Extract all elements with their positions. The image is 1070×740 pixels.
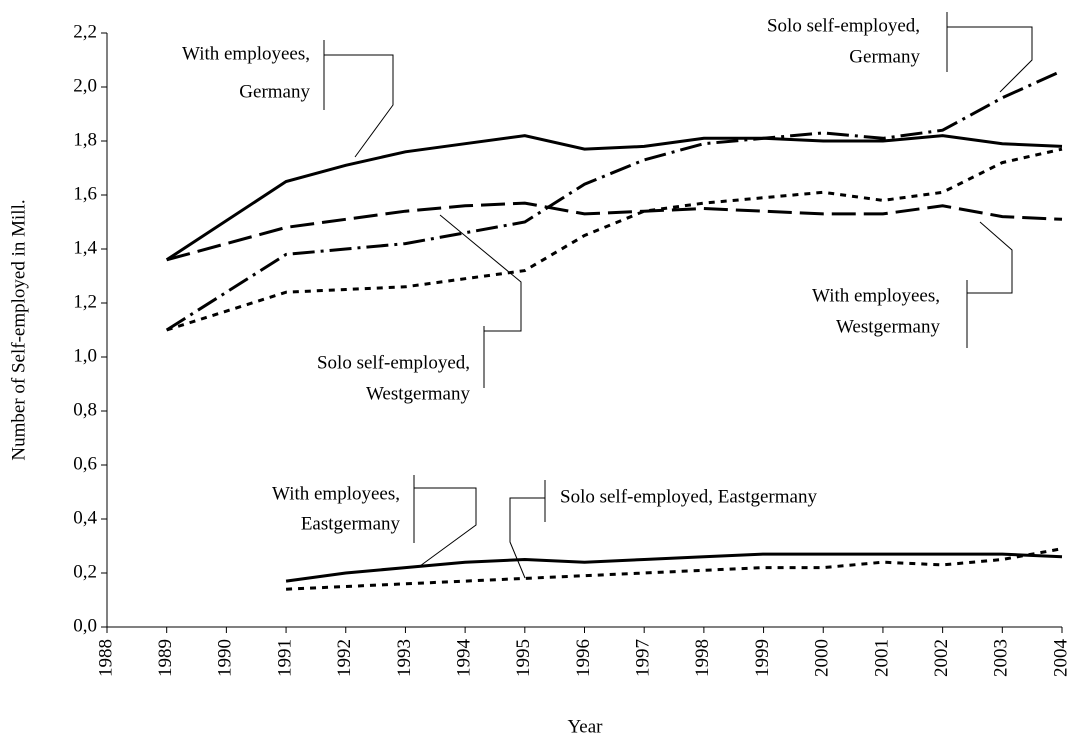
series-label: Westgermany — [366, 383, 470, 404]
y-tick-label: 0,8 — [73, 399, 97, 420]
x-tick-label: 1997 — [633, 639, 654, 677]
label-leader — [967, 221, 1013, 294]
series-label: With employees, — [182, 43, 310, 64]
x-tick-label: 1991 — [274, 639, 295, 677]
x-tick-label: 1994 — [453, 639, 474, 678]
x-tick-label: 1999 — [752, 639, 773, 677]
y-tick-label: 0,4 — [73, 507, 97, 528]
label-leader — [509, 497, 545, 579]
x-tick-label: 1992 — [334, 639, 355, 677]
x-tick-label: 1990 — [215, 639, 236, 677]
x-tick-label: 2000 — [812, 639, 833, 677]
series-label: Solo self-employed, — [767, 15, 920, 36]
series-label: With employees, — [812, 285, 940, 306]
x-tick-label: 1993 — [394, 639, 415, 677]
x-tick-label: 1988 — [95, 639, 116, 677]
series-line — [285, 552, 1063, 583]
y-tick-label: 0,2 — [73, 561, 97, 582]
y-tick-label: 1,2 — [73, 291, 97, 312]
y-tick-label: 1,6 — [73, 183, 97, 204]
y-tick-label: 2,2 — [73, 21, 97, 42]
series-label: Westgermany — [836, 316, 940, 337]
label-leader — [324, 54, 394, 158]
x-tick-label: 2003 — [991, 639, 1012, 677]
series-label: Germany — [849, 46, 920, 67]
series-line — [285, 547, 1063, 591]
y-tick-label: 0,6 — [73, 453, 97, 474]
x-tick-label: 1996 — [573, 639, 594, 677]
series-line — [165, 134, 1063, 262]
series-label: Solo self-employed, — [317, 352, 470, 373]
x-tick-label: 2004 — [1050, 639, 1070, 678]
series-label: Germany — [239, 81, 310, 102]
series-label: Eastgermany — [301, 513, 401, 534]
x-tick-label: 1989 — [155, 639, 176, 677]
x-axis-title: Year — [567, 716, 603, 737]
series-line — [166, 201, 1063, 262]
y-axis-title: Number of Self-employed in Mill. — [8, 199, 29, 460]
y-tick-label: 1,4 — [73, 237, 97, 258]
y-tick-label: 1,0 — [73, 345, 97, 366]
label-leader — [947, 26, 1033, 93]
y-tick-label: 2,0 — [73, 75, 97, 96]
label-leader — [414, 487, 477, 567]
y-tick-label: 1,8 — [73, 129, 97, 150]
label-leader — [439, 214, 522, 332]
y-tick-label: 0,0 — [73, 615, 97, 636]
x-tick-label: 1998 — [692, 639, 713, 677]
series-label: Solo self-employed, Eastgermany — [560, 486, 817, 507]
x-tick-label: 2002 — [931, 639, 952, 677]
x-tick-label: 1995 — [513, 639, 534, 677]
series-label: With employees, — [272, 483, 400, 504]
series-line — [166, 147, 1063, 332]
x-tick-label: 2001 — [871, 639, 892, 677]
